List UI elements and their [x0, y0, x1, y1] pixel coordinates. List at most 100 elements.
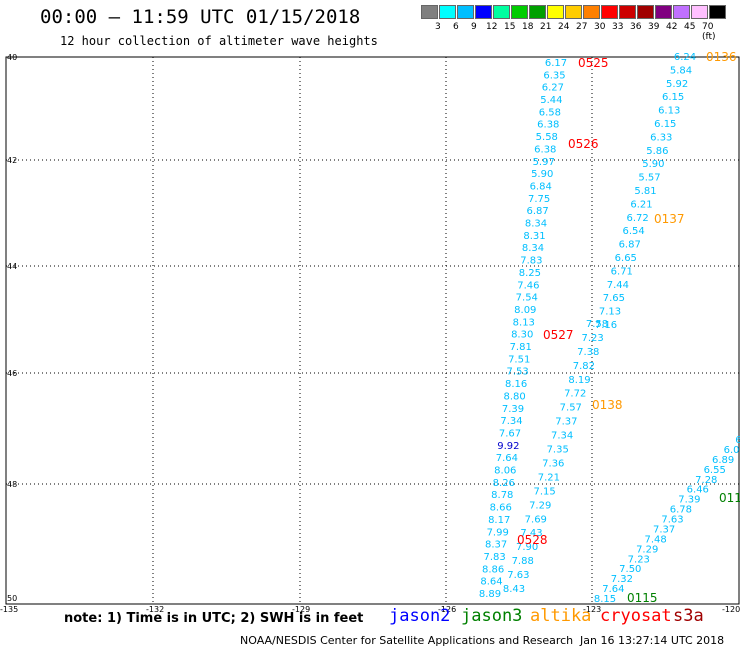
pass-label: 0525: [578, 56, 609, 70]
scale-label: 36: [630, 22, 642, 32]
axis-labels: 40 42 44 46 48 50 -135 -132 -129 -126 -123 -120: [0, 53, 740, 614]
scale-label: 24: [558, 22, 570, 32]
wave-height-value: 8.78: [491, 490, 513, 501]
scale-swatch: [475, 5, 492, 19]
wave-height-value: 7.51: [508, 354, 530, 365]
wave-height-value: 6.71: [611, 266, 633, 277]
wave-height-value: 6.65: [615, 253, 637, 264]
wave-height-value: 6.33: [650, 132, 672, 143]
wave-height-value: 7.57: [560, 403, 582, 414]
scale-swatch: [619, 5, 636, 19]
graticule: [6, 57, 739, 604]
wave-height-value: 7.58: [586, 319, 608, 330]
wave-height-value: 6.38: [537, 120, 559, 131]
wave-height-value: 7.34: [500, 416, 522, 427]
wave-height-value: 6.54: [622, 226, 644, 237]
wave-height-value: 8.31: [523, 231, 545, 242]
pass-label: 0526: [568, 137, 599, 151]
scale-swatch: [583, 5, 600, 19]
wave-height-value: 7.64: [602, 584, 624, 595]
scale-label: 45: [684, 22, 696, 32]
wave-height-value: 8.34: [525, 219, 547, 230]
wave-height-value: 6.38: [534, 144, 556, 155]
altimeter-tracks: 6.176.356.275.446.586.385.586.385.975.90…: [479, 52, 740, 605]
wave-height-value: 7.34: [551, 431, 573, 442]
generation-timestamp: Jan 16 13:27:14 UTC 2018: [580, 634, 725, 647]
scale-swatch: [691, 5, 708, 19]
scale-swatch: [673, 5, 690, 19]
scale-swatch: [601, 5, 618, 19]
map-subtitle: 12 hour collection of altimeter wave hei…: [60, 34, 378, 48]
wave-height-value: 8.13: [513, 317, 535, 328]
wave-height-value: 7.44: [607, 280, 629, 291]
wave-height-value: 9.92: [497, 441, 519, 452]
wave-height-value: 8.80: [503, 391, 525, 402]
scale-label: 6: [453, 22, 459, 32]
wave-height-value: 5.44: [540, 95, 562, 106]
scale-label: 18: [522, 22, 534, 32]
scale-swatch: [655, 5, 672, 19]
scale-label: 42: [666, 22, 678, 32]
pass-labels: 0525 0526 0527 0528 0136 0137 0138 0115 011: [517, 50, 740, 605]
wave-height-value: 7.81: [510, 342, 532, 353]
latitude-label: 42: [7, 156, 17, 165]
wave-height-value: 5.86: [646, 146, 668, 157]
map-title: 00:00 – 11:59 UTC 01/15/2018: [40, 6, 361, 28]
wave-height-value: 6.17: [545, 58, 567, 69]
satellite-jason3: jason3: [461, 606, 523, 626]
scale-label: 21: [540, 22, 552, 32]
pass-label: 0137: [654, 212, 685, 226]
wave-height-value: 7.63: [507, 570, 529, 581]
wave-height-value: 6.15: [662, 92, 684, 103]
wave-height-value: 7.38: [577, 347, 599, 358]
wave-height-value: 8.43: [503, 584, 525, 595]
scale-swatch: [439, 5, 456, 19]
longitude-label: -123: [583, 605, 601, 614]
scale-label: 33: [612, 22, 624, 32]
wave-height-value: 6.46: [687, 485, 709, 496]
wave-height-value: 5.90: [642, 159, 664, 170]
wave-height-value: 5.57: [638, 173, 660, 184]
wave-height-value: 6.15: [654, 119, 676, 130]
wave-height-value: 7.69: [525, 514, 547, 525]
wave-height-value: 8.15: [594, 594, 616, 605]
wave-height-value: 7.35: [547, 445, 569, 456]
wave-height-value: 8.25: [519, 268, 541, 279]
wave-height-value: 7.83: [483, 552, 505, 563]
wave-height-value: 8.17: [488, 515, 510, 526]
scale-swatch: [421, 5, 438, 19]
wave-height-value: 7.90: [516, 542, 538, 553]
wave-height-value: 6.89: [712, 455, 734, 466]
wave-height-value: 8.19: [568, 375, 590, 386]
wave-height-value: 7.72: [564, 389, 586, 400]
longitude-label: -126: [438, 605, 456, 614]
pass-label: 0527: [543, 328, 574, 342]
map-frame: [5, 56, 740, 605]
wave-height-value: 6.24: [674, 52, 696, 63]
wave-height-value: 8.37: [485, 540, 507, 551]
wave-height-value: 6.58: [539, 107, 561, 118]
wave-height-value: 7.54: [516, 293, 538, 304]
map-border: [5, 56, 740, 605]
wave-height-value: 6.0: [724, 445, 740, 456]
satellite-jason2: jason2: [389, 606, 451, 626]
wave-height-value: 7.48: [644, 534, 666, 545]
scale-label: 12: [486, 22, 498, 32]
wave-height-value: 6.78: [670, 505, 692, 516]
wave-height-value: 6.: [735, 435, 740, 446]
latitude-label: 44: [7, 262, 17, 271]
wave-height-value: 6.55: [704, 465, 726, 476]
wave-height-value: 5.58: [536, 132, 558, 143]
wave-height-value: 7.83: [520, 256, 542, 267]
scale-label: 30: [594, 22, 606, 32]
latitude-label: 40: [7, 53, 17, 62]
scale-swatch: [565, 5, 582, 19]
wave-height-value: 7.21: [538, 472, 560, 483]
wave-height-value: 8.89: [479, 589, 501, 600]
scale-swatch: [529, 5, 546, 19]
scale-swatch: [709, 5, 726, 19]
wave-height-value: 6.27: [542, 83, 564, 94]
wave-height-value: 6.84: [530, 182, 552, 193]
pass-label: 011: [719, 491, 740, 505]
